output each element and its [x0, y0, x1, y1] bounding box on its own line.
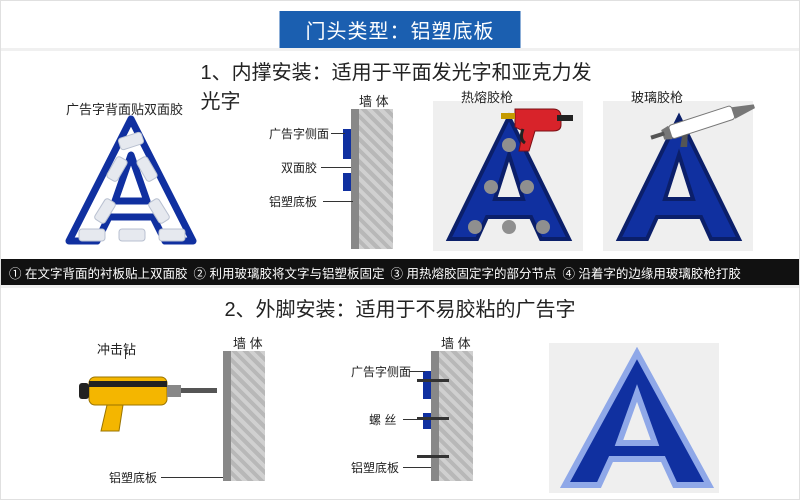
step-4: ④ 沿着字的边缘用玻璃胶枪打胶: [562, 263, 740, 282]
panel-a-letter: [61, 113, 201, 248]
ptr: [125, 349, 126, 359]
hot-glue-gun-icon: [495, 99, 575, 157]
panel-b-callout-2: 铝塑底板: [269, 193, 317, 210]
panel2a-wall: [231, 351, 265, 481]
impact-drill-icon: [71, 357, 221, 437]
section2-title: 2、外脚安装：适用于不易胶粘的广告字: [224, 293, 575, 322]
ptr: [409, 371, 425, 372]
panel-b-baseplate: [351, 109, 359, 249]
panel-b-callout-0: 广告字侧面: [269, 125, 329, 142]
panel2b-wall: [439, 351, 473, 481]
panel2b-baseplate: [431, 351, 439, 481]
panel2b-letter-side: [423, 371, 431, 399]
panel2a-base-label: 铝塑底板: [109, 469, 157, 486]
divider: [1, 48, 799, 51]
title-banner: 门头类型：铝塑底板: [280, 11, 521, 48]
ptr: [321, 167, 351, 168]
panel-b-wall-label: 墙 体: [359, 91, 389, 110]
panel2a-baseplate: [223, 351, 231, 481]
panel-b-callout-1: 双面胶: [281, 159, 317, 176]
step-3: ③ 用热熔胶固定字的部分节点: [390, 263, 556, 282]
ptr: [323, 201, 353, 202]
panel-b-letter-side2: [343, 173, 351, 191]
panel2b-letter-side2: [423, 413, 431, 429]
panel-b-wall: [359, 109, 393, 249]
screw-icon: [417, 455, 449, 458]
panel2b-callout-0: 广告字侧面: [351, 363, 411, 380]
step-1: ① 在文字背面的衬板贴上双面胶: [9, 263, 187, 282]
screw-icon: [417, 379, 449, 382]
divider: [1, 285, 799, 288]
step-2: ② 利用玻璃胶将文字与铝塑板固定: [193, 263, 384, 282]
panel2b-wall-label: 墙 体: [441, 333, 471, 352]
instruction-strip: ① 在文字背面的衬板贴上双面胶 ② 利用玻璃胶将文字与铝塑板固定 ③ 用热熔胶固…: [1, 259, 799, 286]
caulk-gun-icon: [649, 97, 769, 147]
diagram-canvas: 门头类型：铝塑底板 1、内撑安装：适用于平面发光字和亚克力发光字 广告字背面贴双…: [0, 0, 800, 500]
ptr: [403, 419, 419, 420]
ptr: [403, 467, 431, 468]
screw-icon: [417, 417, 449, 420]
panel2a-wall-label: 墙 体: [233, 333, 263, 352]
panel2c-letter: [557, 347, 717, 493]
ptr: [161, 477, 223, 478]
panel2b-callout-2: 铝塑底板: [351, 459, 399, 476]
panel2b-callout-1: 螺 丝: [369, 411, 396, 428]
panel2a-tool-label: 冲击钻: [97, 339, 136, 358]
ptr: [331, 133, 345, 134]
